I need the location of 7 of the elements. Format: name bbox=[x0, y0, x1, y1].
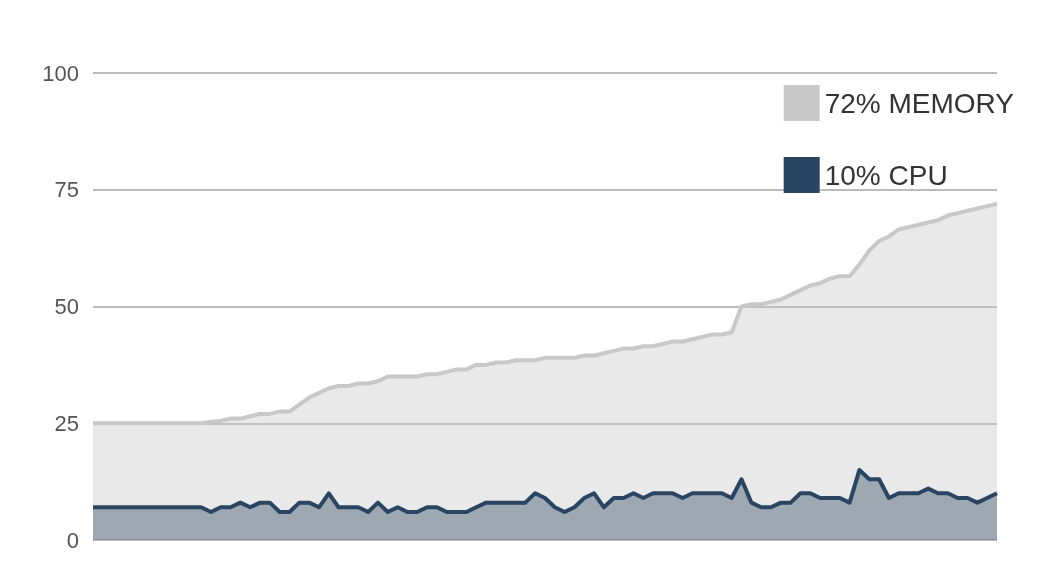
y-tick-label: 100 bbox=[42, 60, 79, 86]
y-tick-label: 75 bbox=[54, 177, 79, 203]
y-tick-label: 0 bbox=[66, 527, 79, 553]
legend-label: 10% CPU bbox=[824, 159, 948, 191]
y-tick-label: 50 bbox=[54, 294, 79, 319]
y-tick-label: 25 bbox=[54, 410, 79, 436]
legend-label: 72% MEMORY bbox=[824, 87, 1015, 119]
